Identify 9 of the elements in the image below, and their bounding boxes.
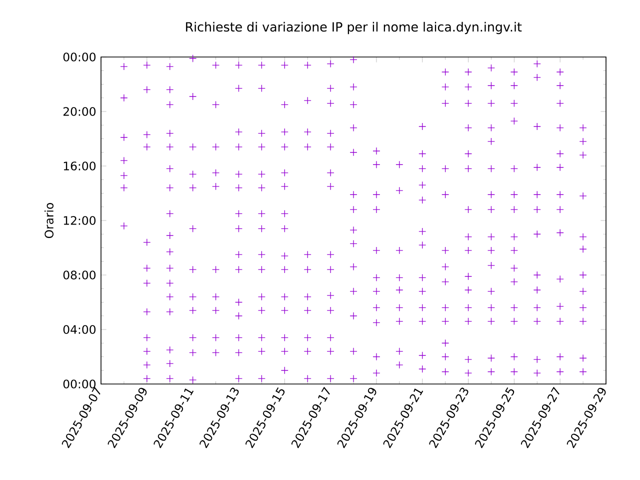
y-tick-label: 12:00 xyxy=(64,216,96,225)
y-tick-label: 08:00 xyxy=(63,270,96,280)
y-tick-label: 16:00 xyxy=(64,162,96,170)
chart-title: Richieste di variazione IP per il nome laica.dyn.ingv.it xyxy=(186,22,522,34)
y-tick-label: 00:00 xyxy=(63,52,96,62)
y-tick-label: 00:00 xyxy=(63,380,96,388)
y-axis-title: Orario xyxy=(44,202,54,238)
y-tick-label: 04:00 xyxy=(63,325,96,334)
y-tick-label: 20:00 xyxy=(63,107,96,116)
